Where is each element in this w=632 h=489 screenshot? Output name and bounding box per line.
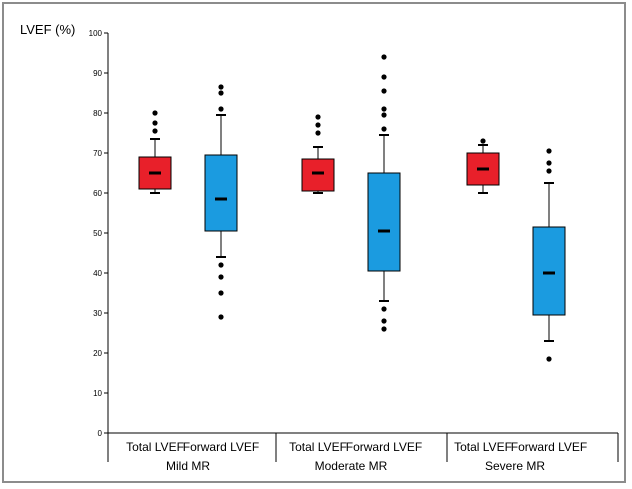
outlier-point bbox=[381, 54, 387, 60]
y-tick-label: 90 bbox=[93, 69, 102, 78]
y-tick-label: 100 bbox=[89, 29, 103, 38]
box-forward-lvef-moderate-mr bbox=[367, 54, 401, 332]
outlier-point bbox=[546, 148, 552, 154]
y-tick-label: 60 bbox=[93, 189, 102, 198]
y-tick-label: 40 bbox=[93, 269, 102, 278]
group-label: Moderate MR bbox=[315, 459, 388, 473]
y-tick-label: 30 bbox=[93, 309, 102, 318]
box-iqr bbox=[204, 154, 238, 232]
outlier-point bbox=[218, 314, 224, 320]
outlier-point bbox=[381, 74, 387, 80]
category-label: Forward LVEF bbox=[346, 440, 422, 454]
outlier-point bbox=[546, 160, 552, 166]
box-total-lvef-severe-mr bbox=[466, 138, 500, 194]
category-label: Total LVEF bbox=[454, 440, 512, 454]
category-label: Total LVEF bbox=[126, 440, 184, 454]
outlier-point bbox=[381, 318, 387, 324]
chart-frame bbox=[2, 2, 626, 483]
outlier-point bbox=[381, 306, 387, 312]
outlier-point bbox=[315, 114, 321, 120]
outlier-point bbox=[480, 138, 486, 144]
outlier-point bbox=[152, 120, 158, 126]
box-iqr bbox=[367, 172, 401, 272]
box-iqr bbox=[532, 226, 566, 316]
y-tick-label: 20 bbox=[93, 349, 102, 358]
outlier-point bbox=[381, 106, 387, 112]
y-axis-label: LVEF (%) bbox=[20, 22, 75, 37]
group-label: Severe MR bbox=[485, 459, 545, 473]
outlier-point bbox=[546, 168, 552, 174]
box-forward-lvef-severe-mr bbox=[532, 148, 566, 362]
y-tick-label: 10 bbox=[93, 389, 102, 398]
category-label: Forward LVEF bbox=[183, 440, 259, 454]
outlier-point bbox=[381, 112, 387, 118]
category-label: Forward LVEF bbox=[511, 440, 587, 454]
outlier-point bbox=[218, 262, 224, 268]
category-label: Total LVEF bbox=[289, 440, 347, 454]
box-forward-lvef-mild-mr bbox=[204, 84, 238, 320]
y-tick-label: 80 bbox=[93, 109, 102, 118]
outlier-point bbox=[546, 356, 552, 362]
outlier-point bbox=[218, 106, 224, 112]
outlier-point bbox=[381, 88, 387, 94]
y-tick-label: 50 bbox=[93, 229, 102, 238]
outlier-point bbox=[315, 130, 321, 136]
outlier-point bbox=[218, 274, 224, 280]
outlier-point bbox=[218, 84, 224, 90]
outlier-point bbox=[218, 90, 224, 96]
y-tick-label: 0 bbox=[98, 429, 103, 438]
outlier-point bbox=[218, 290, 224, 296]
outlier-point bbox=[152, 128, 158, 134]
box-total-lvef-moderate-mr bbox=[301, 114, 335, 194]
y-tick-label: 70 bbox=[93, 149, 102, 158]
group-label: Mild MR bbox=[166, 459, 210, 473]
outlier-point bbox=[315, 122, 321, 128]
box-iqr bbox=[301, 158, 335, 192]
outlier-point bbox=[381, 326, 387, 332]
box-total-lvef-mild-mr bbox=[138, 110, 172, 194]
outlier-point bbox=[381, 126, 387, 132]
outlier-point bbox=[152, 110, 158, 116]
